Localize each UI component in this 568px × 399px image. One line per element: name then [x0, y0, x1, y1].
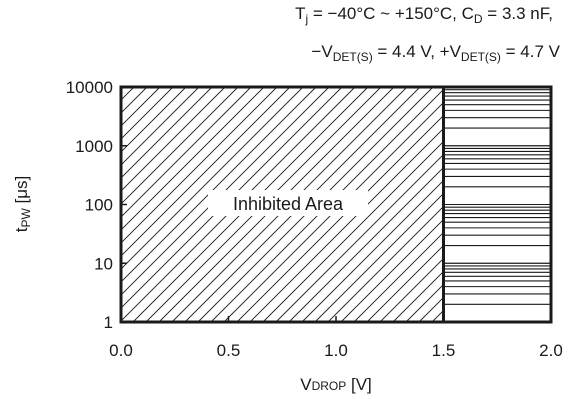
hatch-line — [121, 87, 265, 231]
hatch-line — [121, 87, 174, 140]
y-tick-label: 100 — [85, 196, 113, 215]
y-tick-label: 1000 — [75, 137, 113, 156]
inhibited-area-label-bg — [208, 190, 368, 216]
hatch-line — [301, 180, 443, 322]
hatch-line — [121, 87, 239, 205]
x-axis-ticks: 0.0 0.5 1.0 1.5 2.0 — [109, 316, 563, 360]
hatch-line — [379, 258, 443, 322]
hatch-line — [121, 87, 187, 153]
hatch-line — [121, 87, 317, 283]
hatch-line — [121, 87, 304, 270]
hatch-line — [121, 87, 200, 166]
hatch-line — [353, 232, 443, 322]
allowed-region-lines — [443, 89, 551, 305]
hatch-line — [314, 193, 443, 322]
hatch-line — [262, 141, 443, 322]
x-tick-label: 1.5 — [432, 341, 456, 360]
hatch-line — [121, 87, 291, 257]
hatch-line — [392, 271, 443, 322]
hatch-line — [121, 87, 226, 192]
x-tick-label: 0.0 — [109, 341, 133, 360]
x-tick-label: 0.5 — [217, 341, 241, 360]
condition-line-1: Tj = −40°C ~ +150°C, CD = 3.3 nF, — [295, 4, 553, 26]
x-tick-label: 2.0 — [539, 341, 563, 360]
x-tick-label: 1.0 — [324, 341, 348, 360]
hatch-line — [121, 87, 252, 218]
hatch-line — [121, 87, 213, 179]
hatch-line — [275, 154, 443, 322]
hatch-line — [366, 245, 443, 322]
y-axis-ticks: 1 10 100 1000 10000 — [66, 78, 127, 332]
hatch-line — [327, 206, 443, 322]
hatch-line — [121, 87, 278, 244]
y-axis-label: tPW [μs] — [12, 176, 33, 233]
y-tick-label: 1 — [104, 313, 113, 332]
hatch-line — [340, 219, 443, 322]
y-tick-label: 10 — [94, 254, 113, 273]
hatch-line — [288, 167, 443, 322]
x-axis-label: VDROP [V] — [300, 375, 372, 394]
inhibited-area-label: Inhibited Area — [233, 194, 344, 214]
condition-line-2: −VDET(S) = 4.4 V, +VDET(S) = 4.7 V — [311, 42, 560, 64]
y-tick-label: 10000 — [66, 78, 113, 97]
